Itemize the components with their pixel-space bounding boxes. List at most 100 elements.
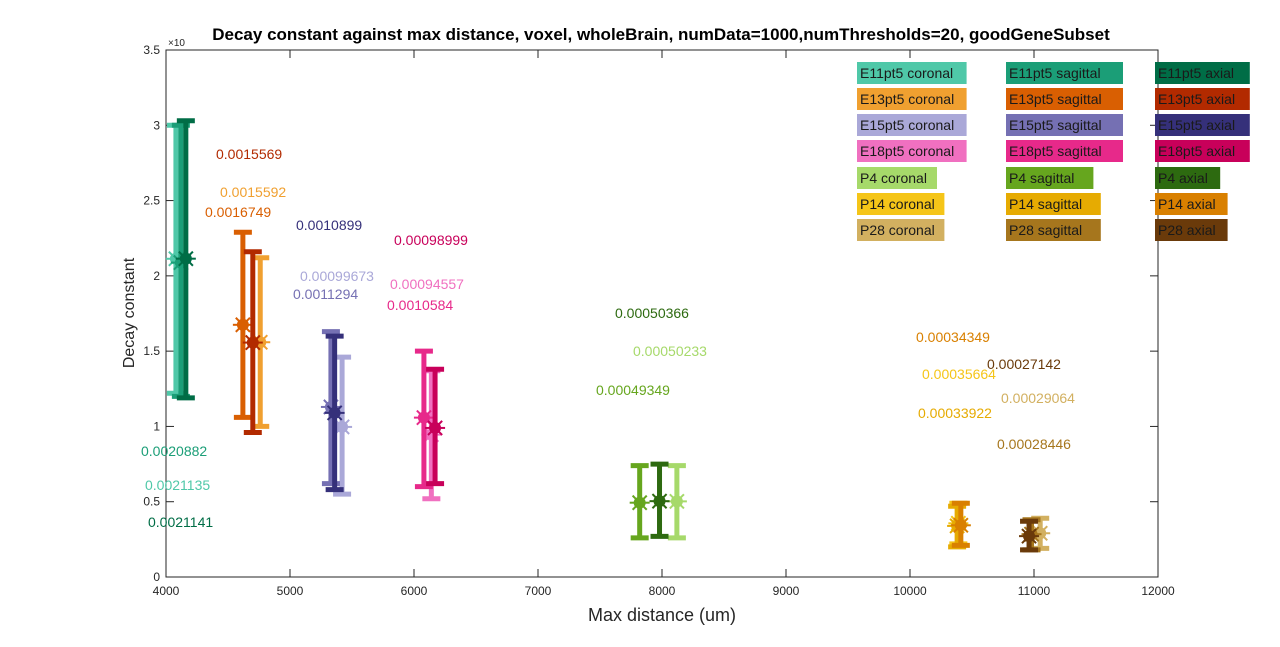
value-label: 0.00027142: [987, 356, 1061, 372]
series-17: [950, 500, 971, 548]
series-14: [649, 461, 670, 539]
legend-label: P4 axial: [1158, 170, 1208, 186]
data-point: [324, 402, 345, 423]
data-point: [649, 491, 670, 512]
legend-label: E11pt5 axial: [1158, 65, 1234, 81]
legend-item: E15pt5 axial: [1155, 114, 1250, 136]
y-tick-label: 2.5: [143, 194, 160, 208]
value-label: 0.00029064: [1001, 390, 1075, 406]
legend-item: P14 sagittal: [1006, 193, 1101, 215]
x-tick-label: 7000: [525, 584, 552, 598]
x-tick-label: 9000: [773, 584, 800, 598]
x-tick-label: 11000: [1018, 584, 1051, 598]
x-tick-label: 6000: [401, 584, 428, 598]
legend-swatch: [857, 88, 967, 110]
value-label: 0.0010899: [296, 217, 362, 233]
value-label: 0.00099673: [300, 268, 374, 284]
chart-title: Decay constant against max distance, vox…: [212, 25, 1110, 44]
legend-label: E13pt5 axial: [1158, 91, 1235, 107]
series-20: [1019, 518, 1040, 553]
legend-label: E13pt5 sagittal: [1009, 91, 1102, 107]
y-tick-label: 1.5: [143, 344, 160, 358]
legend-label: E15pt5 coronal: [860, 117, 954, 133]
y-tick-label: 3: [153, 118, 160, 132]
series-13: [629, 463, 650, 541]
legend-item: E15pt5 sagittal: [1006, 114, 1123, 136]
x-tick-label: 8000: [649, 584, 676, 598]
legend-item: E15pt5 coronal: [857, 114, 967, 136]
data-point: [666, 491, 687, 512]
legend-swatch: [1006, 193, 1101, 215]
legend-item: E11pt5 sagittal: [1006, 62, 1123, 84]
legend-swatch: [857, 193, 945, 215]
value-label: 0.00035664: [922, 366, 996, 382]
legend-label: P28 axial: [1158, 222, 1216, 238]
legend-label: P4 sagittal: [1009, 170, 1074, 186]
legend-item: E11pt5 axial: [1155, 62, 1250, 84]
series-2: [175, 118, 196, 401]
legend-swatch: [1155, 62, 1250, 84]
series-11: [425, 366, 446, 487]
legend-swatch: [1155, 114, 1250, 136]
legend-swatch: [1155, 219, 1228, 241]
legend-swatch: [857, 62, 967, 84]
legend-item: E18pt5 sagittal: [1006, 140, 1123, 162]
legend-item: P28 sagittal: [1006, 219, 1101, 241]
series-12: [666, 463, 687, 541]
value-label: 0.00098999: [394, 232, 468, 248]
legend-label: E15pt5 sagittal: [1009, 117, 1102, 133]
legend-item: P14 axial: [1155, 193, 1228, 215]
legend-item: P4 sagittal: [1006, 167, 1094, 189]
legend-swatch: [857, 140, 967, 162]
value-label: 0.00050233: [633, 343, 707, 359]
data-point: [950, 515, 971, 536]
legend-item: P28 axial: [1155, 219, 1228, 241]
legend-swatch: [857, 114, 967, 136]
value-label: 0.00094557: [390, 276, 464, 292]
legend-swatch: [1006, 140, 1123, 162]
legend-item: E11pt5 coronal: [857, 62, 967, 84]
legend-item: P4 coronal: [857, 167, 937, 189]
y-tick-label: 1: [153, 419, 160, 433]
y-tick-label: 0.5: [143, 495, 160, 509]
value-label: 0.0011294: [293, 286, 358, 302]
x-tick-label: 5000: [277, 584, 304, 598]
y-exponent-label: ×10: [168, 38, 185, 49]
value-label: 0.0010584: [387, 297, 453, 313]
data-point: [413, 407, 434, 428]
y-tick-label: 0: [153, 570, 160, 584]
value-label: 0.0016749: [205, 204, 271, 220]
value-labels: 0.0021135 0.0020882 0.0021141 0.0015592 0.00…: [141, 146, 1075, 530]
y-tick-label: 3.5: [143, 43, 160, 57]
legend-item: P28 coronal: [857, 219, 945, 241]
value-label: 0.00049349: [596, 382, 670, 398]
legend-label: E18pt5 axial: [1158, 143, 1235, 159]
legend-swatch: [1155, 88, 1250, 110]
series-layer: [165, 118, 1051, 553]
data-point: [242, 332, 263, 353]
data-point: [175, 248, 196, 269]
legend-label: E11pt5 coronal: [860, 65, 953, 81]
legend-swatch: [1006, 62, 1123, 84]
value-label: 0.00034349: [916, 329, 990, 345]
legend-item: P4 axial: [1155, 167, 1221, 189]
legend-label: P14 axial: [1158, 196, 1216, 212]
legend-label: E13pt5 coronal: [860, 91, 954, 107]
value-label: 0.0015592: [220, 184, 286, 200]
legend-swatch: [1006, 88, 1123, 110]
x-axis-label: Max distance (um): [588, 605, 736, 625]
series-8: [324, 333, 345, 493]
y-tick-label: 2: [153, 269, 160, 283]
series-4: [232, 229, 253, 420]
value-label: 0.0015569: [216, 146, 282, 162]
legend-label: P14 sagittal: [1009, 196, 1082, 212]
legend-swatch: [1155, 167, 1221, 189]
legend-item: E18pt5 axial: [1155, 140, 1250, 162]
data-point: [425, 417, 446, 438]
legend-item: E18pt5 coronal: [857, 140, 967, 162]
value-label: 0.00033922: [918, 405, 992, 421]
legend-label: P4 coronal: [860, 170, 927, 186]
series-5: [242, 249, 263, 435]
data-point: [232, 314, 253, 335]
